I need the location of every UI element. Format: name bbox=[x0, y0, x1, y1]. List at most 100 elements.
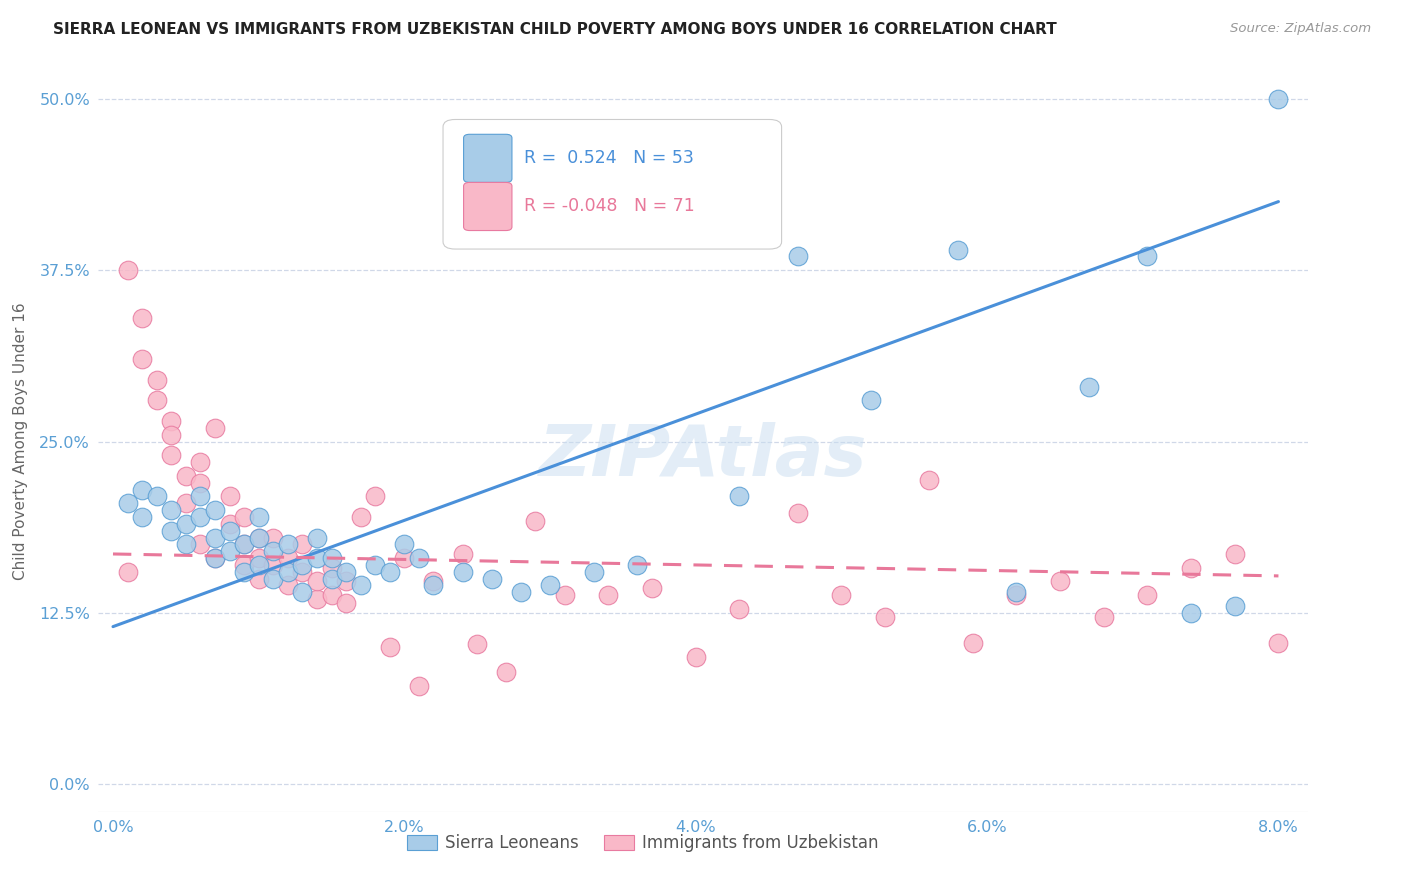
Point bbox=[1354, 574, 1376, 589]
Point bbox=[117, 496, 139, 510]
Text: ZIPAtlas: ZIPAtlas bbox=[538, 422, 868, 491]
Point bbox=[145, 373, 167, 387]
Point bbox=[598, 588, 620, 602]
Point bbox=[277, 551, 299, 566]
Point bbox=[117, 565, 139, 579]
Legend: Sierra Leoneans, Immigrants from Uzbekistan: Sierra Leoneans, Immigrants from Uzbekis… bbox=[399, 828, 886, 859]
Point bbox=[1267, 92, 1289, 106]
Point bbox=[131, 483, 153, 497]
Text: SIERRA LEONEAN VS IMMIGRANTS FROM UZBEKISTAN CHILD POVERTY AMONG BOYS UNDER 16 C: SIERRA LEONEAN VS IMMIGRANTS FROM UZBEKI… bbox=[53, 22, 1057, 37]
Point bbox=[160, 414, 183, 428]
Point bbox=[1049, 574, 1071, 589]
Point bbox=[233, 558, 256, 572]
Point bbox=[1399, 664, 1406, 678]
Point bbox=[277, 565, 299, 579]
FancyBboxPatch shape bbox=[443, 120, 782, 249]
Point bbox=[262, 558, 284, 572]
Point bbox=[1223, 547, 1246, 561]
Point bbox=[204, 551, 226, 566]
Point bbox=[786, 250, 808, 264]
Point bbox=[1267, 636, 1289, 650]
Point bbox=[685, 649, 707, 664]
Point bbox=[321, 560, 343, 574]
Point bbox=[233, 537, 256, 551]
Point bbox=[291, 537, 314, 551]
Point bbox=[190, 537, 212, 551]
Point bbox=[859, 393, 882, 408]
Point bbox=[626, 558, 648, 572]
Point bbox=[291, 585, 314, 599]
Point bbox=[204, 531, 226, 545]
Point bbox=[131, 510, 153, 524]
Point bbox=[422, 574, 444, 589]
Point bbox=[218, 544, 240, 558]
Point bbox=[190, 510, 212, 524]
Point bbox=[364, 558, 387, 572]
Point bbox=[786, 506, 808, 520]
Point bbox=[481, 572, 503, 586]
Point bbox=[204, 551, 226, 566]
Point bbox=[160, 427, 183, 442]
Point bbox=[291, 558, 314, 572]
Point bbox=[350, 578, 373, 592]
Point bbox=[451, 547, 474, 561]
Point bbox=[1136, 250, 1159, 264]
Point bbox=[247, 558, 270, 572]
Point bbox=[335, 596, 357, 610]
Point bbox=[145, 489, 167, 503]
Point bbox=[160, 448, 183, 462]
Point bbox=[305, 531, 328, 545]
Y-axis label: Child Poverty Among Boys Under 16: Child Poverty Among Boys Under 16 bbox=[13, 302, 28, 581]
Point bbox=[131, 311, 153, 326]
Point bbox=[117, 263, 139, 277]
Point bbox=[247, 551, 270, 566]
Point bbox=[233, 537, 256, 551]
Point bbox=[728, 489, 751, 503]
Text: R =  0.524   N = 53: R = 0.524 N = 53 bbox=[524, 149, 695, 168]
Text: Source: ZipAtlas.com: Source: ZipAtlas.com bbox=[1230, 22, 1371, 36]
Point bbox=[422, 578, 444, 592]
Point bbox=[174, 496, 197, 510]
Point bbox=[174, 516, 197, 531]
Point bbox=[190, 475, 212, 490]
Point bbox=[394, 537, 416, 551]
Point bbox=[131, 352, 153, 367]
Point bbox=[174, 468, 197, 483]
Point bbox=[262, 531, 284, 545]
Point bbox=[641, 581, 664, 595]
Point bbox=[247, 572, 270, 586]
Point bbox=[364, 489, 387, 503]
Point bbox=[1005, 585, 1028, 599]
Point bbox=[174, 537, 197, 551]
Point bbox=[962, 636, 984, 650]
Point bbox=[1078, 380, 1101, 394]
Point bbox=[1310, 610, 1333, 624]
Point bbox=[233, 510, 256, 524]
Point bbox=[1092, 610, 1115, 624]
Point bbox=[247, 531, 270, 545]
FancyBboxPatch shape bbox=[464, 183, 512, 230]
Point bbox=[305, 551, 328, 566]
Point bbox=[495, 665, 517, 679]
Point bbox=[451, 565, 474, 579]
Point bbox=[728, 602, 751, 616]
Point bbox=[465, 637, 488, 651]
Point bbox=[277, 578, 299, 592]
Point bbox=[190, 489, 212, 503]
Point bbox=[218, 489, 240, 503]
Point bbox=[582, 565, 605, 579]
Point bbox=[350, 510, 373, 524]
Point bbox=[830, 588, 852, 602]
Point bbox=[554, 588, 576, 602]
Point bbox=[335, 574, 357, 589]
Point bbox=[218, 524, 240, 538]
Point bbox=[509, 585, 531, 599]
Point bbox=[875, 610, 897, 624]
Point bbox=[918, 473, 941, 487]
Point bbox=[394, 551, 416, 566]
Point bbox=[305, 592, 328, 607]
Point bbox=[408, 679, 430, 693]
Point bbox=[538, 578, 561, 592]
Point bbox=[277, 537, 299, 551]
FancyBboxPatch shape bbox=[464, 135, 512, 183]
